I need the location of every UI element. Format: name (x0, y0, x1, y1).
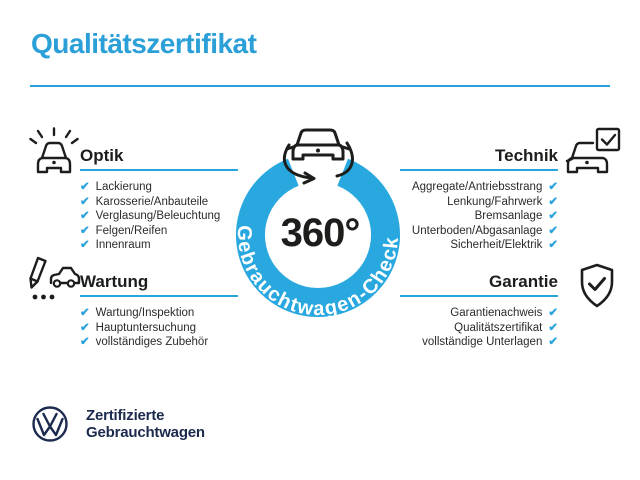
checklist-item-label: Bremsanlage (474, 210, 543, 222)
check-icon: ✔ (548, 336, 558, 348)
checklist-item: ✔ vollständiges Zubehör (80, 335, 238, 350)
check-icon: ✔ (548, 239, 558, 251)
car-shine-icon (29, 127, 79, 174)
checklist-item-label: Hauptuntersuchung (95, 321, 197, 334)
vw-logo (32, 406, 68, 442)
checklist-item: Garantienachweis ✔ (400, 306, 558, 321)
checklist-item: Sicherheit/Elektrik ✔ (400, 238, 558, 253)
checklist-item: Lenkung/Fahrwerk ✔ (400, 195, 558, 210)
section-technik-heading: Technik (495, 146, 558, 165)
checklist-item-label: Lenkung/Fahrwerk (447, 195, 543, 208)
section-garantie-underline (400, 295, 558, 297)
checklist-item-label: vollständiges Zubehör (95, 336, 209, 348)
checklist-item-label: Wartung/Inspektion (95, 307, 195, 319)
check-icon: ✔ (80, 239, 90, 251)
section-wartung-heading: Wartung (80, 272, 149, 291)
checklist-item-label: Innenraum (95, 239, 151, 251)
check-icon: ✔ (80, 195, 90, 208)
check-icon: ✔ (548, 181, 558, 193)
checklist-item: ✔ Hauptuntersuchung (80, 321, 238, 336)
360-check-badge: Gebrauchtwagen-Check (233, 128, 402, 320)
section-optik-heading: Optik (80, 146, 124, 165)
page-title: Qualitätszertifikat (31, 28, 257, 59)
checklist-item-label: Aggregate/Antriebsstrang (411, 181, 543, 193)
pencil-checklist-car-icon (29, 256, 81, 300)
checklist-item: Unterboden/Abgasanlage ✔ (400, 224, 558, 239)
check-icon: ✔ (80, 224, 90, 237)
section-garantie-heading: Garantie (489, 272, 558, 291)
checklist-item-label: Karosserie/Anbauteile (95, 195, 209, 208)
check-icon: ✔ (548, 224, 558, 237)
checklist-item-label: Sicherheit/Elektrik (450, 239, 543, 251)
optik-checklist: ✔ Lackierung ✔ Karosserie/Anbauteile ✔ Verg… (80, 180, 238, 253)
section-garantie: Garantie Garantienachweis ✔ Qualitätszert… (400, 272, 558, 350)
section-optik: Optik ✔ Lackierung ✔ Karosserie/Anbauteile… (80, 146, 238, 253)
brand-claim-line1: Zertifizierte (86, 407, 165, 424)
checklist-item-label: Verglasung/Beleuchtung (95, 210, 221, 222)
checklist-item: ✔ Wartung/Inspektion (80, 306, 238, 321)
check-icon: ✔ (80, 321, 90, 334)
garantie-checklist: Garantienachweis ✔ Qualitätszertifikat ✔ v… (400, 306, 558, 350)
shield-check-icon (580, 263, 614, 308)
section-technik-underline (400, 169, 558, 171)
checklist-item: ✔ Innenraum (80, 238, 238, 253)
checklist-item: Aggregate/Antriebsstrang ✔ (400, 180, 558, 195)
check-icon: ✔ (80, 336, 90, 348)
checklist-item: ✔ Verglasung/Beleuchtung (80, 209, 238, 224)
check-icon: ✔ (548, 307, 558, 319)
badge-ring (236, 158, 400, 317)
wartung-checklist: ✔ Wartung/Inspektion ✔ Hauptuntersuchung ✔… (80, 306, 238, 350)
section-optik-underline (80, 169, 238, 171)
check-icon: ✔ (80, 181, 90, 193)
checklist-item: Bremsanlage ✔ (400, 209, 558, 224)
checklist-item-label: Qualitätszertifikat (454, 321, 543, 334)
checklist-item: vollständige Unterlagen ✔ (400, 335, 558, 350)
brand-claim-line2: Gebrauchtwagen (86, 424, 205, 441)
check-icon: ✔ (80, 307, 90, 319)
technik-checklist: Aggregate/Antriebsstrang ✔ Lenkung/Fahrwe… (400, 180, 558, 253)
check-icon: ✔ (548, 321, 558, 334)
checklist-item-label: Felgen/Reifen (95, 224, 168, 237)
check-icon: ✔ (548, 210, 558, 222)
checklist-item-label: Unterboden/Abgasanlage (411, 224, 543, 237)
checklist-item-label: Garantienachweis (450, 307, 543, 319)
car-rotate-icon (283, 128, 354, 185)
check-icon: ✔ (80, 210, 90, 222)
section-technik: Technik Aggregate/Antriebsstrang ✔ Lenkun… (400, 146, 558, 253)
brand-claim: Zertifizierte Gebrauchtwagen (86, 407, 205, 441)
header-divider (30, 85, 610, 87)
checklist-item-label: vollständige Unterlagen (422, 336, 543, 348)
checklist-item: ✔ Lackierung (80, 180, 238, 195)
checklist-item: Qualitätszertifikat ✔ (400, 321, 558, 336)
section-wartung-underline (80, 295, 238, 297)
checklist-item-label: Lackierung (95, 181, 152, 193)
section-wartung: Wartung ✔ Wartung/Inspektion ✔ Hauptunters… (80, 272, 238, 350)
check-icon: ✔ (548, 195, 558, 208)
checklist-item: ✔ Felgen/Reifen (80, 224, 238, 239)
car-checkbox-icon (565, 127, 621, 174)
badge-degree-label: 360° (280, 211, 361, 255)
checklist-item: ✔ Karosserie/Anbauteile (80, 195, 238, 210)
